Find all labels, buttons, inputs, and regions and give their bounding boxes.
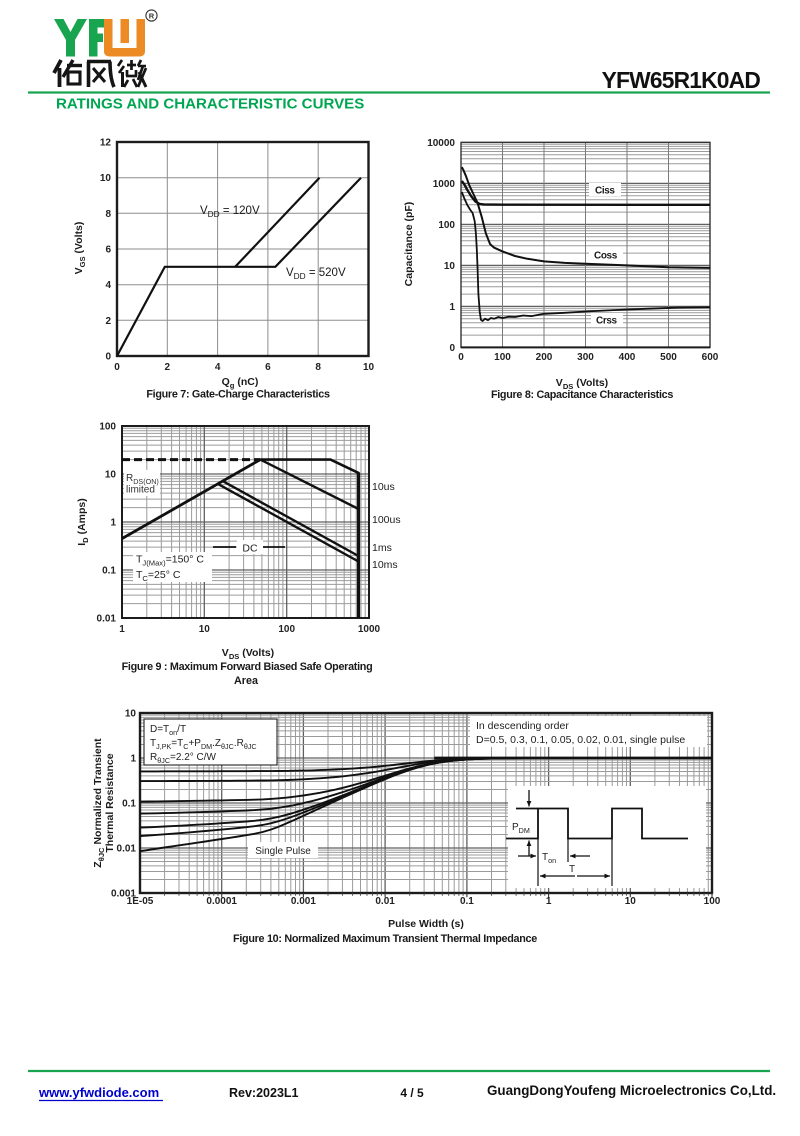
svg-text:0.01: 0.01 xyxy=(117,844,137,855)
svg-text:0: 0 xyxy=(114,362,120,373)
svg-text:D=0.5, 0.3, 0.1, 0.05, 0.02, 0: D=0.5, 0.3, 0.1, 0.05, 0.02, 0.01, singl… xyxy=(476,734,685,746)
svg-text:GuangDongYoufeng Microelectron: GuangDongYoufeng Microelectronics Co,Ltd… xyxy=(487,1083,776,1098)
svg-text:1: 1 xyxy=(119,624,125,635)
svg-text:VDD = 520V: VDD = 520V xyxy=(286,267,346,281)
svg-text:1: 1 xyxy=(110,518,116,529)
svg-text:0: 0 xyxy=(458,352,464,363)
svg-text:400: 400 xyxy=(619,352,636,363)
svg-text:DC: DC xyxy=(242,543,258,555)
svg-text:0.001: 0.001 xyxy=(111,889,136,900)
svg-text:VDS (Volts): VDS (Volts) xyxy=(222,647,274,661)
svg-text:Figure 10: Normalized Maximum: Figure 10: Normalized Maximum Transient … xyxy=(233,933,537,945)
svg-text:VDS (Volts): VDS (Volts) xyxy=(556,377,608,391)
svg-text:D=Ton/T: D=Ton/T xyxy=(150,724,186,737)
svg-text:10: 10 xyxy=(100,173,112,184)
svg-text:10: 10 xyxy=(105,470,117,481)
svg-text:0: 0 xyxy=(105,352,111,363)
svg-text:2: 2 xyxy=(165,362,171,373)
svg-text:1E-05: 1E-05 xyxy=(127,896,154,907)
svg-text:Ciss: Ciss xyxy=(595,186,615,197)
svg-text:TC=25° C: TC=25° C xyxy=(136,569,181,583)
svg-text:RDS(ON): RDS(ON) xyxy=(126,473,159,486)
svg-text:4: 4 xyxy=(105,280,111,291)
svg-text:100: 100 xyxy=(438,220,455,231)
svg-text:10: 10 xyxy=(444,261,456,272)
svg-text:RATINGS AND CHARACTERISTIC CUR: RATINGS AND CHARACTERISTIC CURVES xyxy=(56,96,364,113)
svg-text:10ms: 10ms xyxy=(372,559,398,571)
svg-text:100: 100 xyxy=(278,624,295,635)
svg-text:0.01: 0.01 xyxy=(97,614,117,625)
svg-text:Qg (nC): Qg (nC) xyxy=(222,376,259,390)
svg-text:Rev:2023L1: Rev:2023L1 xyxy=(229,1086,299,1100)
svg-text:0.1: 0.1 xyxy=(102,566,116,577)
svg-text:www.yfwdiode.com: www.yfwdiode.com xyxy=(38,1085,159,1100)
svg-text:1000: 1000 xyxy=(433,179,456,190)
svg-text:Coss: Coss xyxy=(594,251,618,262)
svg-text:10: 10 xyxy=(199,624,211,635)
svg-text:8: 8 xyxy=(315,362,321,373)
svg-text:10: 10 xyxy=(363,362,375,373)
svg-text:Crss: Crss xyxy=(596,316,617,327)
svg-text:R: R xyxy=(149,12,155,21)
svg-text:Area: Area xyxy=(234,675,259,687)
svg-text:T: T xyxy=(569,864,575,875)
svg-text:Capacitance (pF): Capacitance (pF) xyxy=(403,202,415,287)
svg-text:100: 100 xyxy=(704,896,721,907)
svg-text:Thermal Resistance: Thermal Resistance xyxy=(104,753,116,852)
svg-text:1: 1 xyxy=(449,302,455,313)
svg-text:Pulse Width (s): Pulse Width (s) xyxy=(388,918,464,930)
svg-text:Figure 8: Capacitance Characte: Figure 8: Capacitance Characteristics xyxy=(491,389,673,401)
svg-text:6: 6 xyxy=(265,362,271,373)
svg-text:TJ,PK=TC+PDM.ZθJC.RθJC: TJ,PK=TC+PDM.ZθJC.RθJC xyxy=(150,738,257,751)
svg-text:limited: limited xyxy=(126,485,155,496)
svg-text:ZθJC Normalized Transient: ZθJC Normalized Transient xyxy=(92,738,106,868)
svg-text:Single Pulse: Single Pulse xyxy=(255,846,311,857)
svg-text:10000: 10000 xyxy=(427,138,455,149)
svg-text:100: 100 xyxy=(494,352,511,363)
svg-text:12: 12 xyxy=(100,138,112,149)
svg-text:1: 1 xyxy=(546,896,552,907)
svg-text:500: 500 xyxy=(660,352,677,363)
svg-text:10: 10 xyxy=(125,709,137,720)
svg-text:8: 8 xyxy=(105,209,111,220)
svg-text:Figure 7: Gate-Charge Characte: Figure 7: Gate-Charge Characteristics xyxy=(146,389,330,401)
svg-text:PDM: PDM xyxy=(512,822,530,835)
svg-text:Ton: Ton xyxy=(542,852,556,865)
svg-text:0.001: 0.001 xyxy=(291,896,316,907)
svg-text:0: 0 xyxy=(449,343,455,354)
svg-text:0.01: 0.01 xyxy=(375,896,395,907)
svg-text:4: 4 xyxy=(215,362,221,373)
svg-text:0.0001: 0.0001 xyxy=(206,896,237,907)
svg-text:100: 100 xyxy=(99,422,116,433)
svg-text:200: 200 xyxy=(536,352,553,363)
svg-text:300: 300 xyxy=(577,352,594,363)
svg-text:4 / 5: 4 / 5 xyxy=(400,1086,424,1100)
svg-text:YFW65R1K0AD: YFW65R1K0AD xyxy=(602,67,761,93)
svg-text:VGS (Volts): VGS (Volts) xyxy=(73,222,87,275)
svg-text:0.1: 0.1 xyxy=(122,799,136,810)
svg-text:1: 1 xyxy=(130,754,136,765)
svg-text:VDD = 120V: VDD = 120V xyxy=(200,205,260,219)
svg-text:1ms: 1ms xyxy=(372,542,392,554)
svg-text:600: 600 xyxy=(702,352,719,363)
svg-text:10: 10 xyxy=(625,896,637,907)
svg-text:0.1: 0.1 xyxy=(460,896,474,907)
svg-text:100us: 100us xyxy=(372,514,401,526)
svg-text:In descending order: In descending order xyxy=(476,720,569,732)
svg-text:ID (Amps): ID (Amps) xyxy=(76,498,90,546)
svg-text:10us: 10us xyxy=(372,481,395,493)
svg-text:1000: 1000 xyxy=(358,624,381,635)
svg-text:RθJC=2.2° C/W: RθJC=2.2° C/W xyxy=(150,752,217,765)
svg-text:Figure 9 : Maximum Forward Bia: Figure 9 : Maximum Forward Biased Safe O… xyxy=(122,661,373,673)
svg-text:2: 2 xyxy=(105,316,111,327)
svg-text:6: 6 xyxy=(105,245,111,256)
svg-text:TJ(Max)=150° C: TJ(Max)=150° C xyxy=(136,554,204,568)
